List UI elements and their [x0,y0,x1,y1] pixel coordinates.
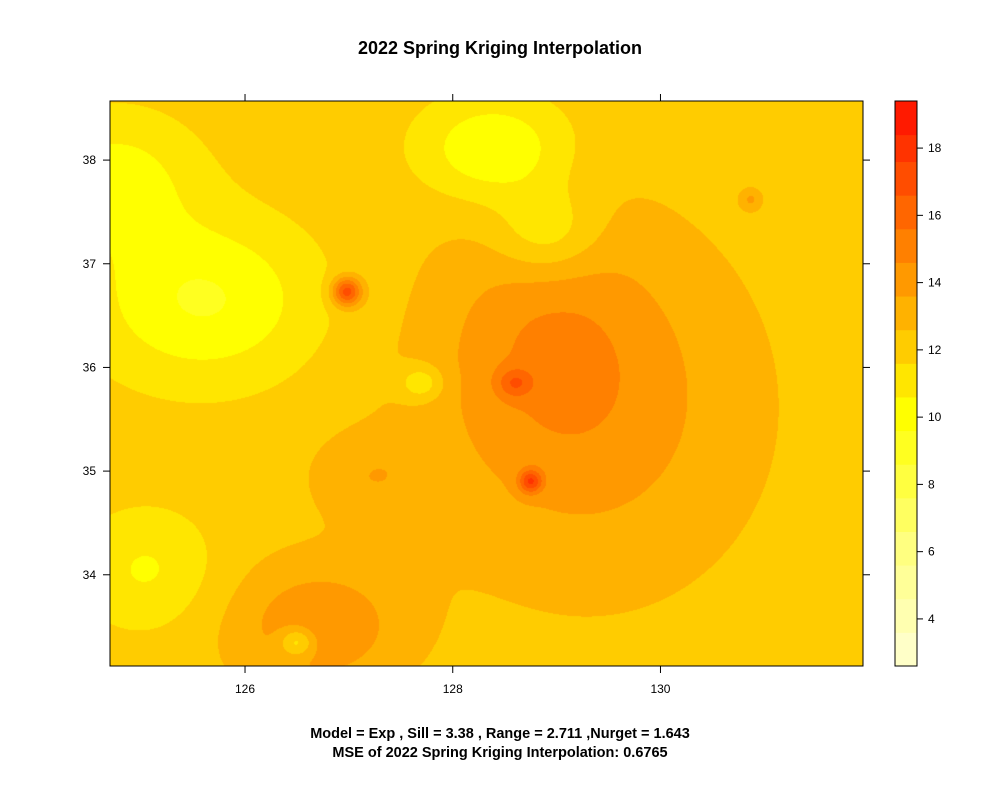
colorbar-tick-label: 6 [928,545,935,559]
y-tick-label: 37 [83,257,97,271]
heatmap-field [110,101,863,666]
colorbar-band [895,329,917,364]
colorbar-band [895,363,917,398]
y-tick-label: 35 [83,464,97,478]
colorbar-band [895,531,917,566]
heatmap-raster [110,101,863,666]
colorbar-band [895,497,917,532]
colorbar-tick-label: 10 [928,410,942,424]
colorbar-tick-label: 12 [928,343,942,357]
colorbar-frame [894,100,918,667]
colorbar: 4 6 8 10 12 14 16 18 [894,100,942,667]
colorbar-tick-label: 4 [928,612,935,626]
y-tick-label: 38 [83,153,97,167]
colorbar-tick-label: 8 [928,477,935,491]
colorbar-band [895,195,917,230]
colorbar-band [895,262,917,297]
colorbar-band [895,430,917,465]
y-tick-label: 36 [83,360,97,374]
colorbar-band [895,161,917,196]
colorbar-band [895,296,917,331]
x-tick-label: 128 [443,682,463,696]
colorbar-band [895,396,917,432]
x-tick-label: 126 [235,682,255,696]
model-parameters: Model = Exp , Sill = 3.38 , Range = 2.71… [310,726,690,742]
colorbar-band [895,134,917,163]
colorbar-band [895,565,917,600]
plot-frame [109,100,864,667]
colorbar-band [895,632,917,667]
colorbar-band [895,228,917,263]
colorbar-band [895,598,917,633]
y-tick-label: 34 [83,568,97,582]
colorbar-band [895,101,917,136]
plot-axes: 126 128 130 34 35 36 37 38 [83,94,870,696]
colorbar-tick-label: 18 [928,141,942,155]
x-tick-label: 130 [650,682,670,696]
colorbar-tick-label: 16 [928,208,942,222]
chart-title: 2022 Spring Kriging Interpolation [358,38,642,58]
colorbar-band [895,464,917,499]
mse-summary: MSE of 2022 Spring Kriging Interpolation… [332,745,667,761]
colorbar-tick-label: 14 [928,276,942,290]
